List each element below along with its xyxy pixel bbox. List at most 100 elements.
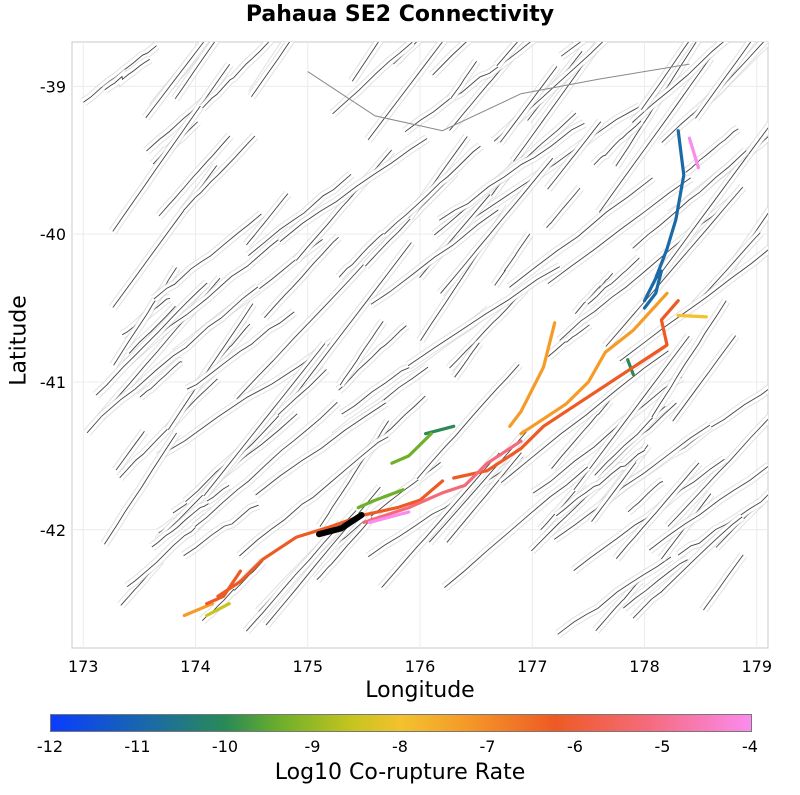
fault-trace — [471, 106, 641, 220]
fault-trace — [677, 502, 761, 556]
fault-trace — [656, 127, 768, 280]
y-axis-label-wrap: Latitude — [4, 280, 34, 400]
fault-trace — [632, 516, 743, 619]
fault-trace — [631, 42, 724, 123]
rupture-trace — [508, 321, 557, 428]
fault-trace — [499, 66, 558, 143]
fault-trace — [158, 135, 231, 217]
fault-trace — [128, 305, 176, 354]
rupture-trace — [205, 602, 231, 618]
fault-trace — [509, 177, 653, 288]
target-fault — [316, 512, 365, 538]
x-tick-label: 177 — [517, 657, 548, 676]
fault-trace — [605, 186, 744, 347]
fault-trace — [449, 288, 526, 369]
fault-trace — [338, 325, 407, 391]
y-tick-label: -39 — [40, 77, 66, 96]
fault-trace — [139, 361, 183, 398]
fault-trace — [332, 42, 413, 115]
rupture-trace — [390, 432, 433, 465]
fault-trace — [454, 342, 480, 378]
fault-trace — [367, 456, 524, 558]
fault-trace — [587, 257, 640, 305]
fault-trace — [95, 282, 208, 396]
fault-trace — [151, 503, 209, 548]
fault-trace — [236, 253, 374, 400]
chart-title: Pahaua SE2 Connectivity — [245, 2, 555, 27]
fault-trace — [104, 58, 151, 91]
fault-trace — [553, 424, 711, 540]
x-tick-labels: 173 174 175 176 177 178 179 — [68, 657, 772, 676]
fault-trace — [627, 480, 664, 513]
fault-trace — [126, 516, 207, 587]
fault-trace — [351, 42, 379, 82]
fault-trace — [640, 42, 690, 110]
fault-trace — [183, 135, 256, 212]
fault-trace — [370, 145, 481, 249]
fault-trace — [593, 120, 642, 166]
fault-trace — [551, 400, 611, 469]
x-axis-label: Longitude — [365, 678, 475, 703]
colorbar — [50, 714, 752, 732]
rupture-trace — [676, 313, 708, 319]
colorbar-tick-label: -10 — [211, 737, 239, 756]
rupture-trace — [182, 602, 214, 618]
colorbar-label: Log10 Co-rupture Rate — [274, 760, 526, 785]
fault-trace — [194, 401, 338, 527]
fault-trace — [557, 556, 672, 635]
target-fault-trace — [316, 512, 365, 538]
fault-trace — [632, 150, 747, 249]
fault-trace — [292, 242, 412, 398]
fault-trace — [381, 452, 500, 588]
fault-trace — [444, 466, 588, 588]
fault-trace — [186, 311, 295, 390]
fault-trace — [115, 431, 145, 471]
y-tick-label: -41 — [40, 373, 66, 392]
fault-trace — [416, 364, 520, 480]
fault-trace — [404, 42, 531, 133]
fault-trace — [338, 233, 384, 278]
fault-trace — [183, 504, 259, 557]
fault-trace — [264, 236, 339, 318]
fault-trace — [532, 376, 683, 494]
background-faults — [80, 42, 768, 638]
fault-trace — [546, 187, 581, 228]
colorbar-tick-label: -4 — [742, 737, 758, 756]
rupture-trace — [642, 129, 686, 303]
colorbar-tick-label: -6 — [567, 737, 583, 756]
colorbar-tick-label: -9 — [304, 737, 321, 756]
fault-trace — [100, 286, 259, 418]
fault-trace — [279, 138, 428, 242]
rupture-trace — [452, 299, 680, 480]
colorbar-tick-label: -5 — [654, 737, 671, 756]
fault-trace — [598, 57, 711, 213]
rupture-trace — [362, 439, 523, 524]
fault-trace — [685, 128, 739, 173]
y-tick-label: -40 — [40, 225, 66, 244]
fault-trace — [446, 452, 522, 543]
fault-trace — [494, 233, 531, 286]
fault-trace — [203, 343, 326, 497]
fault-trace — [703, 554, 744, 611]
fault-trace — [319, 420, 389, 527]
fault-trace — [113, 267, 177, 366]
fault-trace — [547, 177, 691, 285]
fault-trace — [648, 465, 768, 551]
rupture-trace — [642, 269, 663, 310]
fault-trace — [595, 579, 641, 631]
fault-trace — [672, 335, 737, 422]
fault-trace — [547, 121, 602, 190]
x-tick-label: 179 — [742, 657, 773, 676]
rupture-trace — [356, 488, 405, 510]
fault-trace — [615, 462, 700, 559]
rupture-trace — [687, 136, 700, 170]
rupture-trace — [216, 479, 445, 598]
fault-trace — [255, 402, 387, 496]
fault-trace — [316, 517, 373, 581]
fault-trace — [265, 486, 381, 626]
fault-trace — [439, 122, 585, 221]
x-tick-label: 178 — [629, 657, 660, 676]
colorbar-tick-label: -7 — [479, 737, 496, 756]
fault-trace — [623, 559, 688, 609]
fault-trace — [555, 449, 646, 517]
